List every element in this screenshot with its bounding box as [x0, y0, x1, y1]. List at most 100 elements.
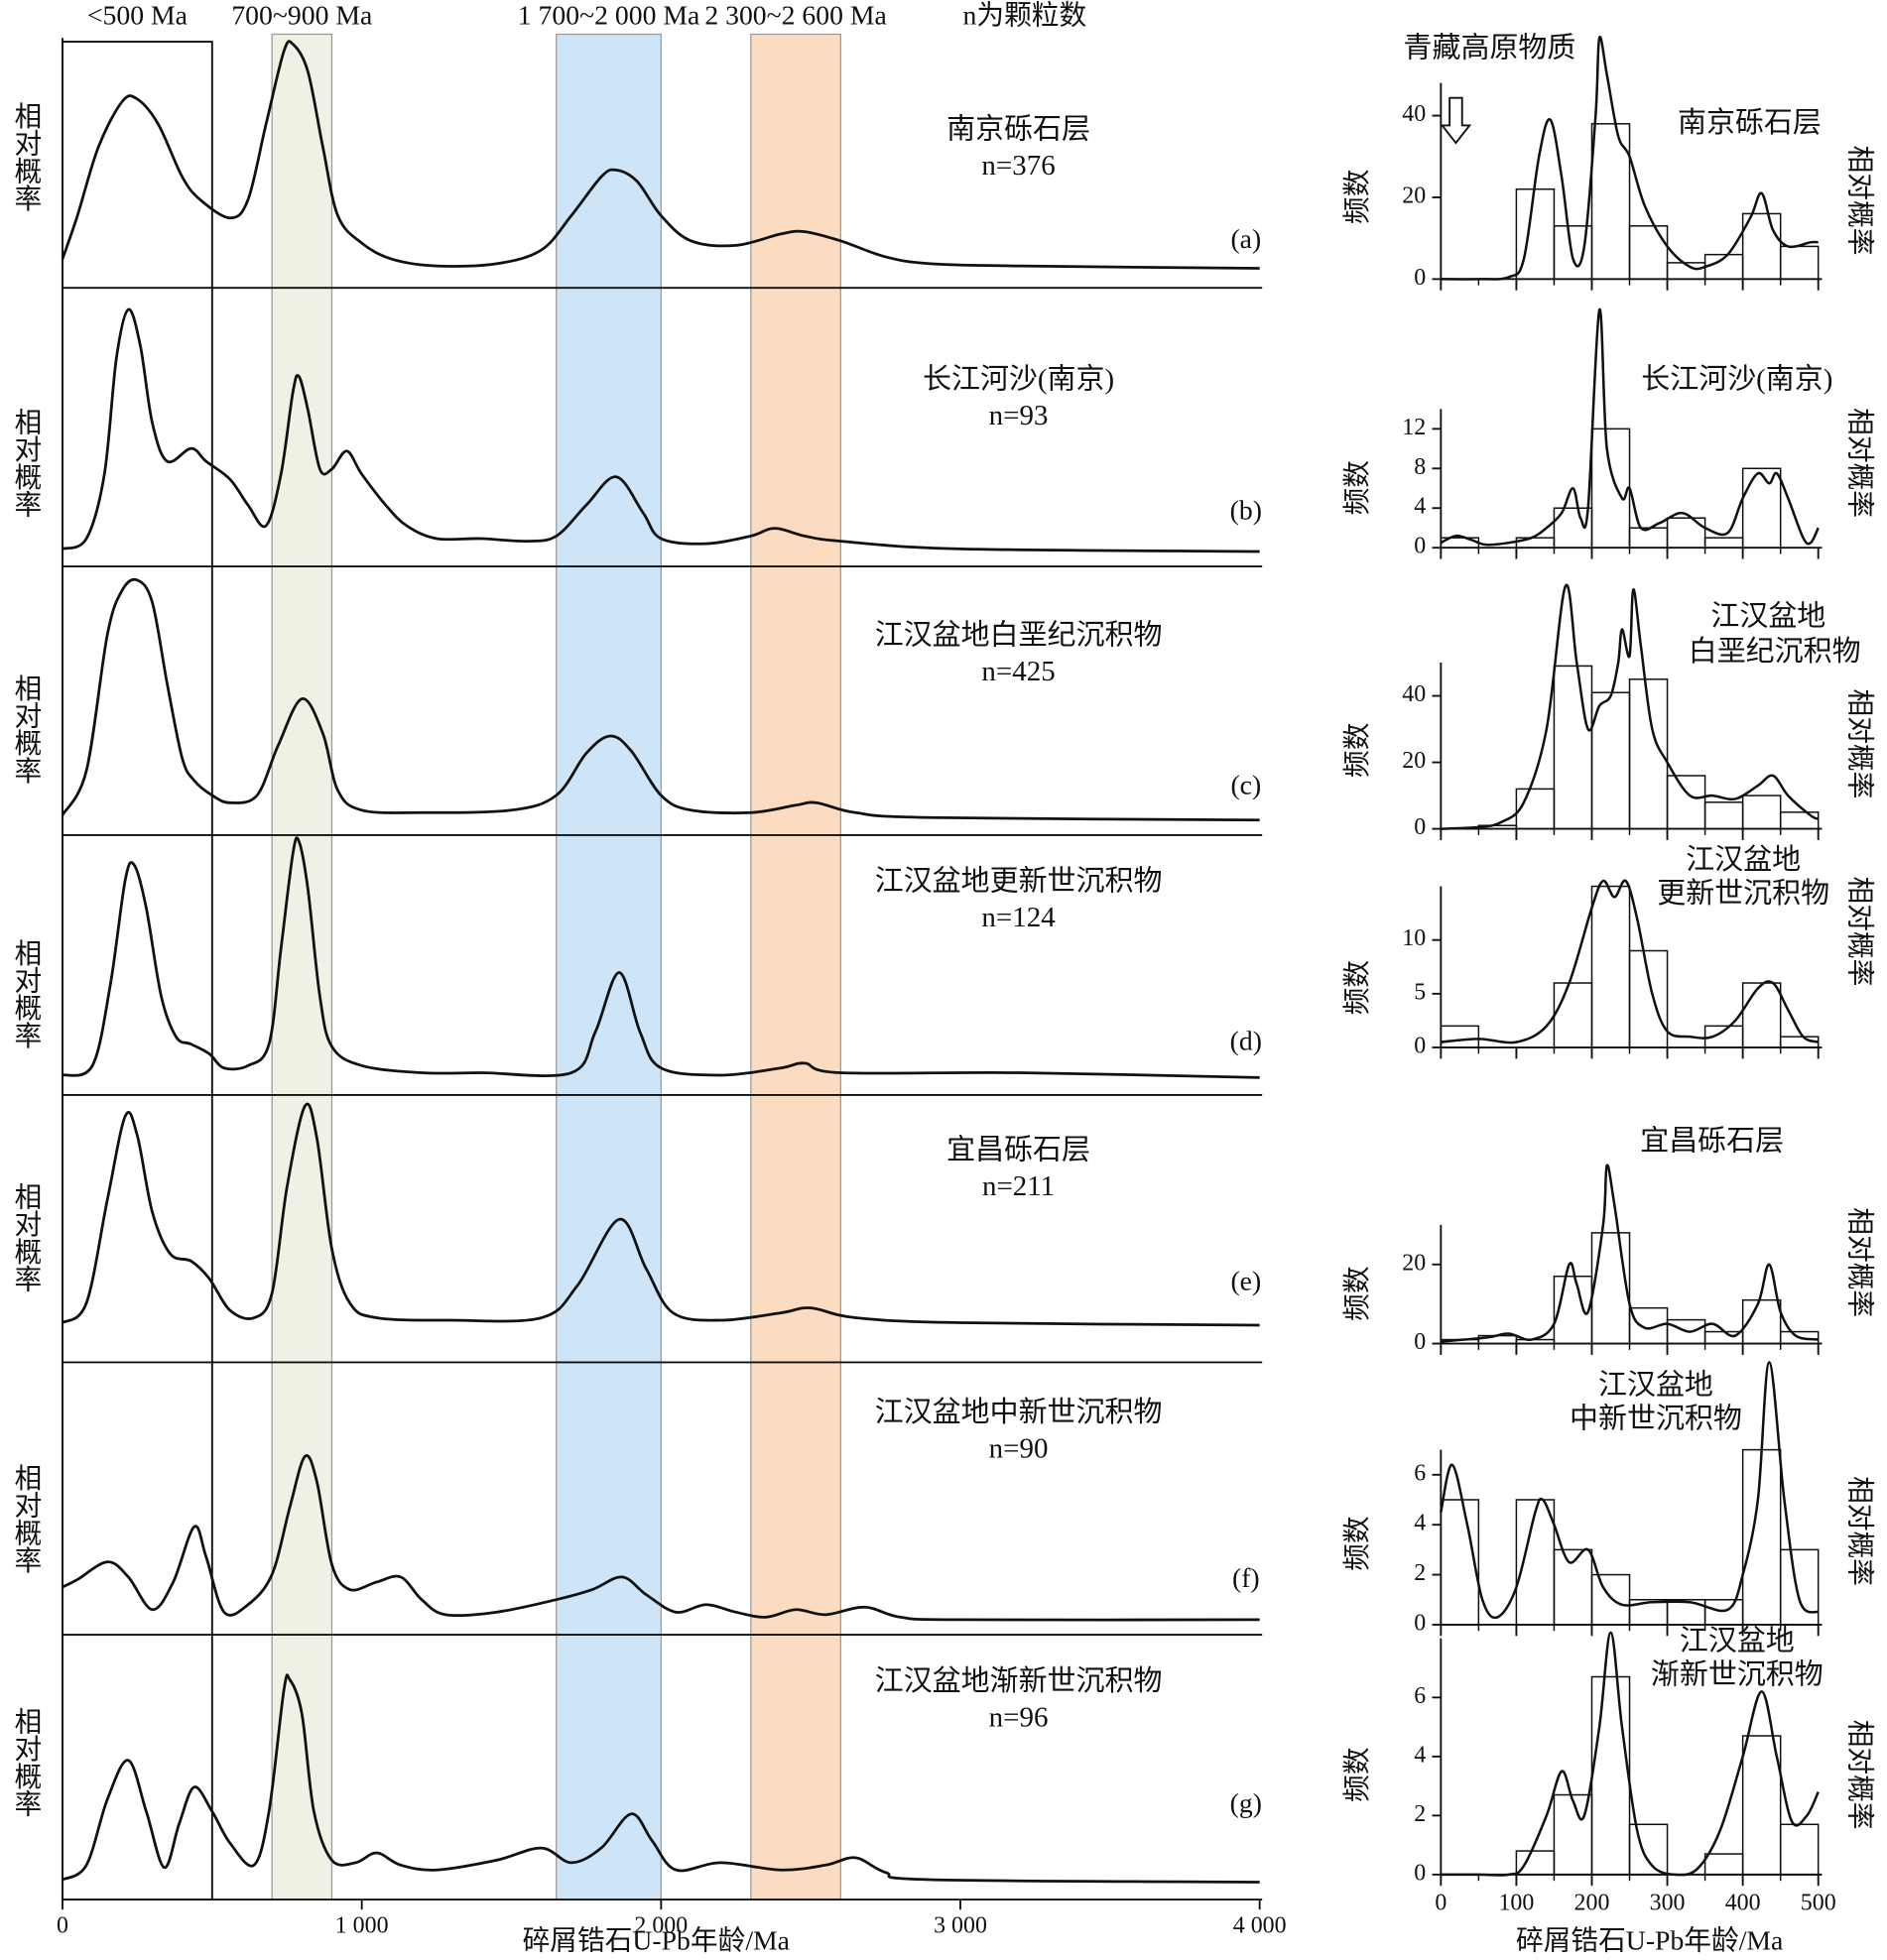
kde-curve: [1440, 308, 1820, 547]
y-axis-label: 频数: [1341, 170, 1372, 224]
y-tick-label: 6: [1414, 1683, 1426, 1709]
x-tick-label: 1 000: [335, 1912, 389, 1938]
histogram-bar: [1590, 1232, 1631, 1345]
histogram-bar: [1590, 1675, 1631, 1876]
panel-label: (e): [1230, 1265, 1261, 1295]
age-band: [271, 33, 333, 1900]
y-tick-label: 20: [1402, 1250, 1426, 1276]
y-tick-label: 0: [1414, 1860, 1426, 1886]
histogram-bar: [1703, 801, 1744, 830]
bands: [62, 33, 841, 1901]
histogram-bar: [1741, 1448, 1782, 1626]
sample-name: 长江河沙(南京): [923, 363, 1114, 395]
histogram-bar: [1779, 1823, 1820, 1876]
sample-name: 中新世沉积物: [1570, 1403, 1742, 1434]
sample-name: 宜昌砾石层: [946, 1134, 1090, 1165]
sample-name: 渐新世沉积物: [1651, 1658, 1824, 1690]
sample-name: 江汉盆地渐新世沉积物: [875, 1665, 1163, 1697]
age-band: [750, 33, 841, 1900]
y2-axis-label: 相对概率: [1844, 146, 1875, 256]
histogram-bar: [1440, 1025, 1480, 1048]
sample-name: 江汉盆地: [1686, 844, 1801, 876]
band-label: 2 300~2 600 Ma: [704, 0, 887, 30]
histogram-bar: [1553, 665, 1593, 830]
y-axis-label: 相对概率: [10, 1182, 42, 1292]
x-axis-label: 碎屑锆石U-Pb年龄/Ma: [1516, 1925, 1783, 1956]
y2-axis-label: 相对概率: [1844, 408, 1875, 518]
kde-curve: [1441, 1631, 1820, 1877]
y-tick-label: 4: [1414, 494, 1426, 520]
histogram-bar: [1590, 1573, 1631, 1626]
histogram-bar: [1515, 1850, 1556, 1876]
kde-curve: [1441, 1164, 1819, 1343]
x-tick-label: 0: [1435, 1891, 1447, 1916]
band-label: 1 700~2 000 Ma: [518, 0, 700, 30]
y-axis-label: 频数: [1341, 723, 1372, 778]
histogram-bar: [1628, 527, 1669, 549]
panel-label: (d): [1230, 1026, 1262, 1056]
y-tick-label: 0: [1414, 1610, 1426, 1636]
kde-curve: [62, 307, 1260, 553]
kde-curve: [62, 836, 1260, 1079]
histogram-bar: [1628, 225, 1669, 281]
y-tick-label: 8: [1414, 454, 1426, 480]
sample-name: 江汉盆地: [1710, 601, 1825, 633]
kde-curve: [61, 577, 1260, 822]
panel-label: (g): [1230, 1787, 1262, 1818]
sample-name: 白垩纪沉积物: [1689, 636, 1861, 668]
y2-axis-label: 相对概率: [1844, 1207, 1875, 1317]
y-tick-label: 12: [1402, 415, 1426, 440]
y2-axis-label: 相对概率: [1844, 1476, 1875, 1586]
y-axis-label: 相对概率: [10, 938, 42, 1048]
histogram-bar: [1553, 982, 1593, 1048]
annotation: n为颗粒数: [963, 0, 1087, 30]
y-tick-label: 0: [1414, 534, 1426, 559]
y-tick-label: 2: [1414, 1801, 1426, 1827]
sample-name: 更新世沉积物: [1657, 878, 1829, 910]
y-axis-label: 频数: [1341, 460, 1372, 515]
x-tick-label: 300: [1650, 1891, 1686, 1916]
panel-label: (c): [1230, 769, 1261, 799]
histogram-bar: [1590, 428, 1631, 549]
y-tick-label: 0: [1414, 265, 1426, 291]
histogram-bar: [1440, 1499, 1480, 1626]
histogram-bar: [1741, 467, 1782, 549]
y-tick-label: 40: [1402, 681, 1426, 707]
histogram-bar: [1628, 949, 1669, 1048]
sample-count: n=90: [989, 1433, 1049, 1465]
y-tick-label: 6: [1414, 1460, 1426, 1486]
kde-curve: [61, 40, 1260, 270]
panel-label: (f): [1232, 1562, 1260, 1593]
sample-count: n=124: [981, 902, 1056, 933]
sample-name: 江汉盆地: [1680, 1625, 1795, 1656]
histogram-bar: [1741, 982, 1782, 1048]
y2-axis-label: 相对概率: [1844, 689, 1875, 799]
sample-count: n=93: [989, 400, 1049, 431]
sample-name: 江汉盆地更新世沉积物: [875, 866, 1163, 898]
histogram-bar: [1779, 811, 1820, 830]
y-tick-label: 4: [1414, 1511, 1426, 1536]
histogram-bar: [1628, 1823, 1669, 1876]
sample-count: n=376: [981, 150, 1055, 182]
x-tick-label: 3 000: [934, 1912, 987, 1938]
y-tick-label: 0: [1414, 814, 1426, 840]
histogram-bar: [1666, 775, 1706, 830]
kde-curve: [1441, 879, 1820, 1044]
kde-curve: [1441, 583, 1820, 830]
sample-name: 南京砾石层: [1678, 107, 1822, 139]
sample-name: 江汉盆地中新世沉积物: [875, 1397, 1163, 1428]
histogram-bar: [1590, 885, 1631, 1048]
y-axis-label: 频数: [1341, 1516, 1372, 1570]
y-tick-label: 20: [1402, 748, 1426, 774]
sample-count: n=211: [982, 1170, 1055, 1202]
x-axis-label: 碎屑锆石U-Pb年龄/Ma: [523, 1925, 790, 1956]
panel-label: (a): [1230, 223, 1261, 254]
kde-curve: [62, 1102, 1260, 1327]
y-tick-label: 0: [1414, 1329, 1426, 1355]
age-band: [62, 41, 213, 1901]
y-axis-label: 相对概率: [10, 408, 42, 518]
histogram-bar: [1741, 795, 1782, 830]
y-tick-label: 0: [1414, 1034, 1426, 1059]
y-tick-label: 2: [1414, 1560, 1426, 1586]
